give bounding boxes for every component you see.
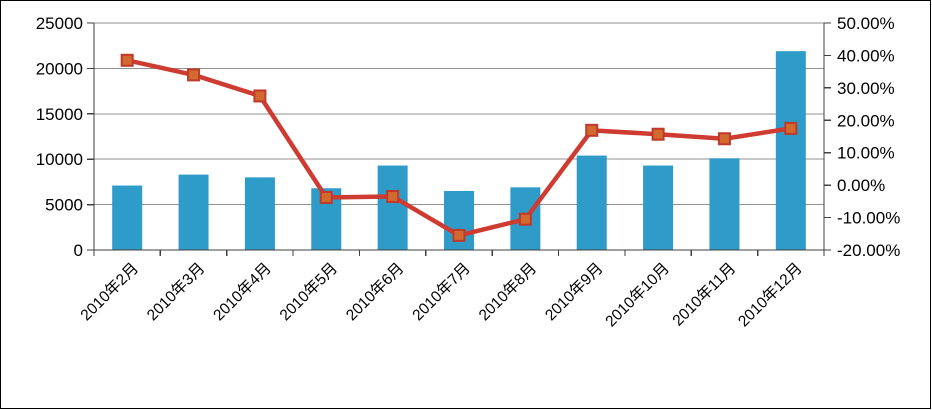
bar xyxy=(775,51,806,251)
line-marker xyxy=(717,132,731,146)
right-axis-tick-label: -20.00% xyxy=(837,241,900,260)
right-axis-tick-label: -10.00% xyxy=(837,209,900,228)
line-marker xyxy=(253,89,267,103)
right-axis-tick-label: 0.00% xyxy=(837,176,885,195)
line-marker xyxy=(518,212,532,226)
x-category-label: 2010年3月 xyxy=(143,259,208,324)
line-marker xyxy=(651,127,665,141)
x-category-label: 2010年6月 xyxy=(342,259,407,324)
left-axis-tick-label: 20000 xyxy=(36,59,83,78)
x-category-label: 2010年8月 xyxy=(475,259,540,324)
right-axis-tick-label: 40.00% xyxy=(837,46,895,65)
x-category-label: 2010年7月 xyxy=(409,259,474,324)
x-category-label: 2010年2月 xyxy=(77,259,142,324)
right-axis-tick-label: 50.00% xyxy=(837,14,895,33)
line-marker xyxy=(319,190,333,204)
bar xyxy=(576,155,607,250)
x-category-label: 2010年4月 xyxy=(210,259,275,324)
bar xyxy=(178,174,209,250)
line-marker xyxy=(120,53,134,67)
bar xyxy=(643,165,674,250)
x-category-label: 2010年11月 xyxy=(669,259,739,329)
left-axis-tick-label: 0 xyxy=(74,241,83,260)
bar xyxy=(709,158,740,250)
right-axis-tick-label: 30.00% xyxy=(837,79,895,98)
line-marker xyxy=(452,228,466,242)
bar xyxy=(244,177,275,250)
left-axis-tick-label: 25000 xyxy=(36,14,83,33)
x-category-label: 2010年10月 xyxy=(602,259,673,330)
line-marker xyxy=(386,189,400,203)
x-category-label: 2010年12月 xyxy=(734,259,805,330)
right-axis-tick-label: 10.00% xyxy=(837,144,895,163)
x-category-label: 2010年9月 xyxy=(541,259,606,324)
right-axis-tick-label: 20.00% xyxy=(837,111,895,130)
left-axis-tick-label: 15000 xyxy=(36,105,83,124)
left-axis-tick-label: 10000 xyxy=(36,150,83,169)
x-category-label: 2010年5月 xyxy=(276,259,341,324)
line-marker xyxy=(187,68,201,82)
line-marker xyxy=(784,121,798,135)
bar xyxy=(112,185,143,250)
line-marker xyxy=(585,123,599,137)
left-axis-tick-label: 5000 xyxy=(45,196,83,215)
bar xyxy=(377,165,408,250)
